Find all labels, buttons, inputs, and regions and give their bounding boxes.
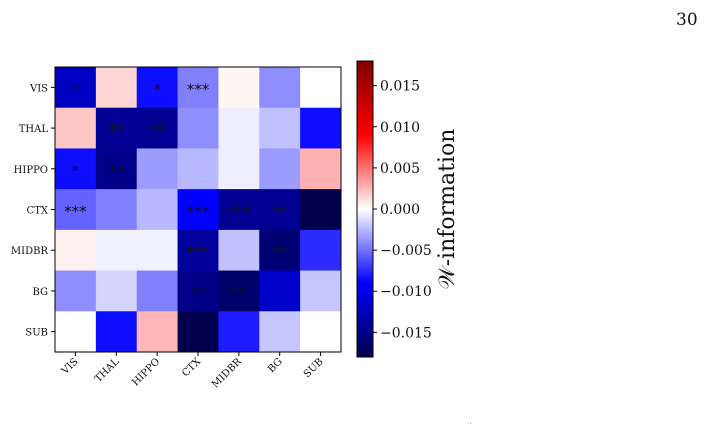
annotation-vis-ctx: *** <box>187 80 210 98</box>
cell-hippo-ctx <box>177 148 219 190</box>
cell-vis-thal <box>95 67 138 109</box>
cell-thal-thal <box>95 107 138 149</box>
annotation-vis-hippo: * <box>153 80 161 98</box>
cell-sub-bg <box>259 311 301 353</box>
col-label-ctx: CTX <box>180 356 204 380</box>
col-label-sub: SUB <box>302 356 326 380</box>
cell-bg-midbr <box>218 270 260 312</box>
row-label-ctx: CTX <box>27 206 49 217</box>
cell-vis-ctx <box>177 67 219 109</box>
annotation-midbr-bg: ** <box>272 243 288 261</box>
annotation-ctx-midbr: *** <box>228 203 251 221</box>
annotation-vis-vis: * <box>72 80 80 98</box>
cell-thal-bg <box>259 107 301 149</box>
column-tick-labels: VIS THAL HIPPO CTX MIDBR BG SUB <box>59 352 326 390</box>
cell-thal-ctx <box>177 107 219 149</box>
cell-vis-sub <box>300 67 342 109</box>
cell-ctx-bg <box>259 189 301 231</box>
cell-ctx-ctx <box>177 189 219 231</box>
significance-annotations: * * ***** *** ***** *** *** ***** **** ** <box>64 80 288 302</box>
cell-sub-ctx <box>177 311 219 353</box>
row-label-bg: BG <box>32 287 48 298</box>
annotation-ctx-bg: ** <box>272 203 288 221</box>
cell-vis-hippo <box>136 67 179 109</box>
annotation-thal-hippo: ** <box>150 121 166 139</box>
cell-sub-midbr <box>218 311 260 353</box>
cell-midbr-hippo <box>136 229 179 272</box>
col-label-vis: VIS <box>59 356 80 377</box>
cell-ctx-sub <box>300 189 342 231</box>
cell-bg-vis <box>55 270 97 312</box>
cell-bg-bg <box>259 270 301 312</box>
cell-midbr-ctx <box>177 229 219 272</box>
cell-hippo-bg <box>259 148 301 190</box>
cell-ctx-thal <box>95 189 138 231</box>
cell-midbr-thal <box>95 229 138 272</box>
annotation-hippo-vis: * <box>72 162 80 180</box>
heatmap-cells <box>55 67 342 353</box>
cell-sub-vis <box>55 311 97 353</box>
cell-thal-midbr <box>218 107 260 149</box>
cell-bg-thal <box>95 270 138 312</box>
row-label-thal: THAL <box>19 124 49 135</box>
cell-midbr-bg <box>259 229 301 272</box>
annotation-bg-midbr: ** <box>231 284 247 302</box>
colorbar <box>356 60 374 358</box>
cell-hippo-hippo <box>136 148 179 190</box>
row-label-sub: SUB <box>25 328 48 339</box>
cell-thal-hippo <box>136 107 179 149</box>
annotation-hippo-thal: ** <box>109 162 125 180</box>
cell-sub-hippo <box>136 311 179 353</box>
heatmap-frame <box>54 66 342 353</box>
stray-dot <box>470 423 471 424</box>
cell-vis-midbr <box>218 67 260 109</box>
cell-sub-thal <box>95 311 138 353</box>
cell-hippo-sub <box>300 148 342 190</box>
annotation-ctx-ctx: *** <box>187 203 210 221</box>
cell-hippo-midbr <box>218 148 260 190</box>
cell-bg-ctx <box>177 270 219 312</box>
colorbar-tick-label-2: −0.005 <box>380 243 432 259</box>
col-label-bg: BG <box>266 356 285 375</box>
colorbar-tick-label-3: 0.000 <box>380 202 420 218</box>
cell-sub-sub <box>300 311 342 353</box>
cell-hippo-vis <box>55 148 97 190</box>
annotation-thal-thal: ** <box>109 121 125 139</box>
colorbar-tick-label-1: −0.010 <box>380 284 432 300</box>
cell-vis-bg <box>259 67 301 109</box>
row-label-vis: VIS <box>29 83 48 94</box>
page-number: 30 <box>676 10 698 30</box>
annotation-midbr-ctx: *** <box>187 243 210 261</box>
cell-ctx-vis <box>55 189 97 231</box>
cell-ctx-midbr <box>218 189 260 231</box>
cell-midbr-sub <box>300 229 342 272</box>
colorbar-tick-label-4: 0.005 <box>380 161 420 177</box>
col-label-midbr: MIDBR <box>210 356 244 390</box>
cell-ctx-hippo <box>136 189 179 231</box>
cell-midbr-vis <box>55 229 97 272</box>
colorbar-tick-label-5: 0.010 <box>380 120 420 136</box>
cell-thal-sub <box>300 107 342 149</box>
colorbar-tick-label-0: −0.015 <box>380 325 432 341</box>
col-label-hippo: HIPPO <box>130 356 162 388</box>
cell-vis-vis <box>55 67 97 109</box>
cell-thal-vis <box>55 107 97 149</box>
cell-midbr-midbr <box>218 229 260 272</box>
row-label-midbr: MIDBR <box>11 246 49 257</box>
colorbar-ticks: −0.015 −0.010 −0.005 0.000 0.005 0.010 0.015 <box>373 79 432 341</box>
col-label-thal: THAL <box>93 356 122 385</box>
row-label-hippo: HIPPO <box>14 165 48 176</box>
cell-bg-hippo <box>136 270 179 312</box>
annotation-bg-ctx: ** <box>191 284 207 302</box>
colorbar-label: 𝒲-information <box>435 129 460 290</box>
colorbar-tick-label-6: 0.015 <box>380 79 420 95</box>
cell-bg-sub <box>300 270 342 312</box>
cell-hippo-thal <box>95 148 138 190</box>
row-tick-labels: VIS THAL HIPPO CTX MIDBR BG SUB <box>11 83 55 339</box>
annotation-ctx-vis: *** <box>64 203 87 221</box>
